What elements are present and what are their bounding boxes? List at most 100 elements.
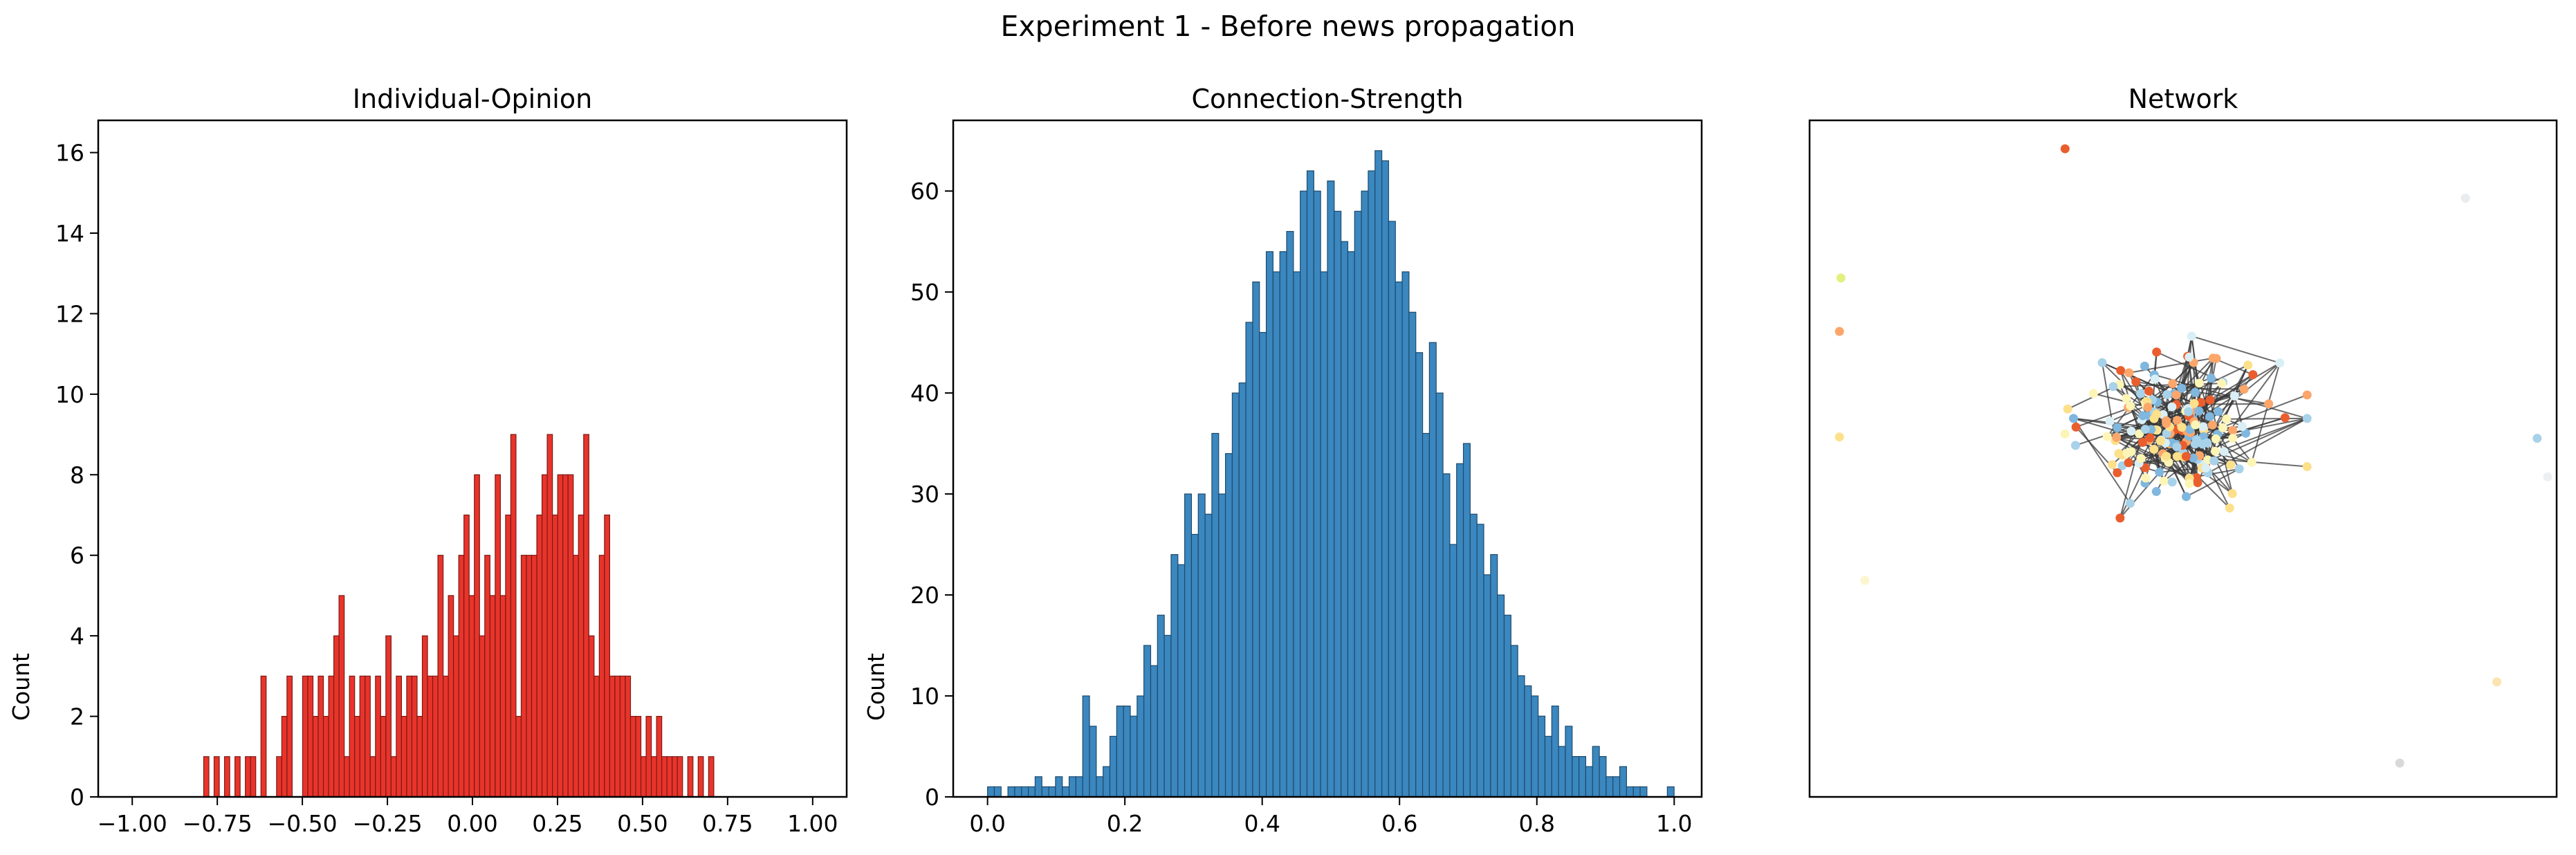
histogram-bar [1361,190,1369,798]
histogram-bar [359,675,366,798]
network-node [2177,383,2187,393]
histogram-bar [328,675,335,798]
strength-y-axis-label: Count [863,653,890,721]
histogram-bar [1354,210,1362,798]
histogram-bar [520,555,527,798]
histogram-bar [1123,706,1131,798]
histogram-bar [1456,463,1464,798]
histogram-bar [677,756,683,798]
histogram-bar [1368,170,1376,798]
histogram-bar [1293,271,1301,798]
network-node [2113,423,2122,432]
histogram-bar [1551,706,1559,798]
network-node [2247,457,2256,467]
network-isolated-node [2395,758,2404,768]
y-tick-label: 0 [70,784,84,811]
network-edge [2160,440,2233,495]
histogram-bar [625,675,632,798]
network-edge [2072,418,2131,504]
histogram-bar [484,555,490,798]
network-node [2162,452,2171,461]
network-node [2112,432,2122,442]
histogram-connection-strength: 0.0 0.2 0.4 0.6 0.8 1.0 0 10 20 30 40 50 60 Connecti… [863,84,1703,837]
y-tick-label: 60 [910,178,939,205]
network-edge [2116,436,2190,479]
network-node [2192,472,2202,482]
histogram-bar [1572,756,1580,798]
network-isolated-node [1836,273,1846,283]
histogram-bar [557,474,564,798]
network-node [2196,398,2206,407]
network-node [2211,434,2220,443]
histogram-bar [1197,493,1206,798]
network-node [2201,463,2211,472]
network-node [2205,395,2215,405]
network-edge [2232,437,2253,463]
network-chart-title: Network [2128,84,2238,114]
network-node [2228,434,2238,443]
y-tick-label: 10 [55,381,84,408]
histogram-bar [1428,342,1437,798]
network-node [2187,331,2196,341]
network-node [2239,385,2249,394]
histogram-bar [349,675,356,798]
network-node [2143,403,2153,412]
histogram-bar [1279,251,1287,798]
histogram-bar [1007,786,1015,798]
network-node [2126,447,2136,457]
network-node [2125,499,2135,508]
histogram-bar [453,635,459,798]
network-node [2243,360,2253,370]
histogram-bar [1320,271,1328,798]
network-node [2184,352,2194,362]
strength-axis-ticks: 0.0 0.2 0.4 0.6 0.8 1.0 0 10 20 30 40 50 60 [910,178,1693,837]
histogram-bar [1313,190,1321,798]
network-node [2097,358,2107,367]
network-node [2150,374,2160,384]
network-node [2209,456,2219,466]
network-node [2172,452,2182,461]
histogram-bar [1449,544,1457,798]
x-tick-label: −1.00 [98,810,167,837]
histogram-bar [1048,786,1056,798]
network-node [2217,378,2227,388]
histogram-bar [515,715,522,798]
network-node [2108,382,2118,392]
histogram-bar [1062,786,1070,798]
histogram-bar [1606,776,1614,798]
histogram-bar [1544,735,1552,798]
histogram-bar [1306,170,1314,798]
network-node [2152,409,2162,419]
network-node [2226,460,2236,470]
histogram-bar [1231,392,1240,798]
network-isolated-node [2060,144,2070,154]
histogram-bar [1626,786,1634,798]
histogram-bar [993,786,1002,798]
network-isolated-node [2492,677,2502,687]
network-node [2105,416,2115,426]
histogram-bar [302,675,309,798]
histogram-bar [411,675,418,798]
histogram-bar [1334,210,1342,798]
histogram-bar [489,595,496,798]
histogram-bar [1089,726,1097,798]
histogram-bar [650,756,657,798]
y-tick-label: 10 [910,683,939,710]
network-node [2138,411,2148,421]
histogram-bar [987,786,995,798]
histogram-bar [234,756,241,798]
network-node [2140,425,2150,434]
histogram-bar [573,555,579,798]
histogram-bar [260,675,267,798]
network-edge [2234,396,2243,427]
histogram-bar [380,715,387,798]
strength-bars [987,150,1675,798]
histogram-bar [333,635,340,798]
network-isolated-node [2543,472,2552,481]
histogram-bar [541,474,548,798]
histogram-bar [281,715,288,798]
network-node [2145,433,2155,443]
histogram-bar [1184,493,1193,798]
histogram-bar [1395,281,1403,798]
